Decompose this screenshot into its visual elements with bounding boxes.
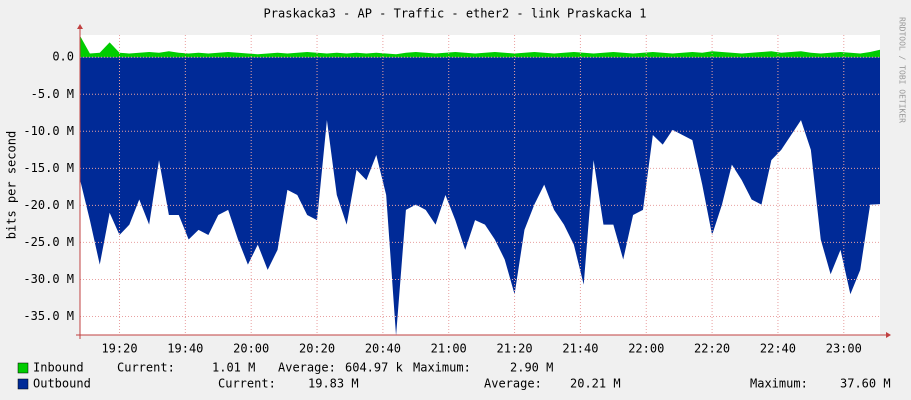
x-tick-label: 22:40: [760, 342, 796, 356]
legend-stat-value: 37.60 M: [840, 377, 891, 391]
y-tick-label: -35.0 M: [23, 309, 74, 323]
legend-stat-value: 2.90 M: [510, 361, 553, 375]
y-tick-label: 0.0: [52, 50, 74, 64]
legend-stat-value: 1.01 M: [212, 361, 255, 375]
area-outbound: [80, 57, 880, 336]
x-tick-label: 20:40: [365, 342, 401, 356]
legend-stat-value: 19.83 M: [308, 377, 359, 391]
y-tick-label: -30.0 M: [23, 272, 74, 286]
legend-stat-label: Current:: [218, 377, 276, 391]
x-tick-label: 19:40: [167, 342, 203, 356]
legend-stat-label: Average:: [484, 377, 542, 391]
x-tick-label: 20:20: [299, 342, 335, 356]
y-tick-label: -25.0 M: [23, 235, 74, 249]
x-tick-label: 21:20: [497, 342, 533, 356]
x-tick-label: 21:00: [431, 342, 467, 356]
chart-title: Praskacka3 - AP - Traffic - ether2 - lin…: [264, 7, 647, 21]
x-tick-label: 20:00: [233, 342, 269, 356]
y-tick-label: -5.0 M: [31, 87, 74, 101]
legend-stat-value: 20.21 M: [570, 377, 621, 391]
legend-stat-value: 604.97 k: [345, 361, 404, 375]
x-tick-label: 21:40: [562, 342, 598, 356]
x-tick-label: 19:20: [101, 342, 137, 356]
legend-label: Outbound: [33, 377, 91, 391]
legend-swatch: [17, 362, 29, 374]
area-inbound: [80, 35, 880, 58]
legend-label: Inbound: [33, 361, 84, 375]
x-axis-arrow: [886, 332, 891, 338]
legend-stat-label: Maximum:: [413, 361, 471, 375]
y-axis-label: bits per second: [5, 131, 19, 239]
legend-swatch: [17, 378, 29, 390]
x-tick-label: 23:00: [826, 342, 862, 356]
y-tick-label: -15.0 M: [23, 161, 74, 175]
y-tick-label: -20.0 M: [23, 198, 74, 212]
y-tick-label: -10.0 M: [23, 124, 74, 138]
y-axis-arrow: [77, 24, 83, 29]
legend-stat-label: Average:: [278, 361, 336, 375]
legend-stat-label: Maximum:: [750, 377, 808, 391]
x-tick-label: 22:20: [694, 342, 730, 356]
legend-stat-label: Current:: [117, 361, 175, 375]
watermark: RRDTOOL / TOBI OETIKER: [898, 17, 907, 123]
x-tick-label: 22:00: [628, 342, 664, 356]
